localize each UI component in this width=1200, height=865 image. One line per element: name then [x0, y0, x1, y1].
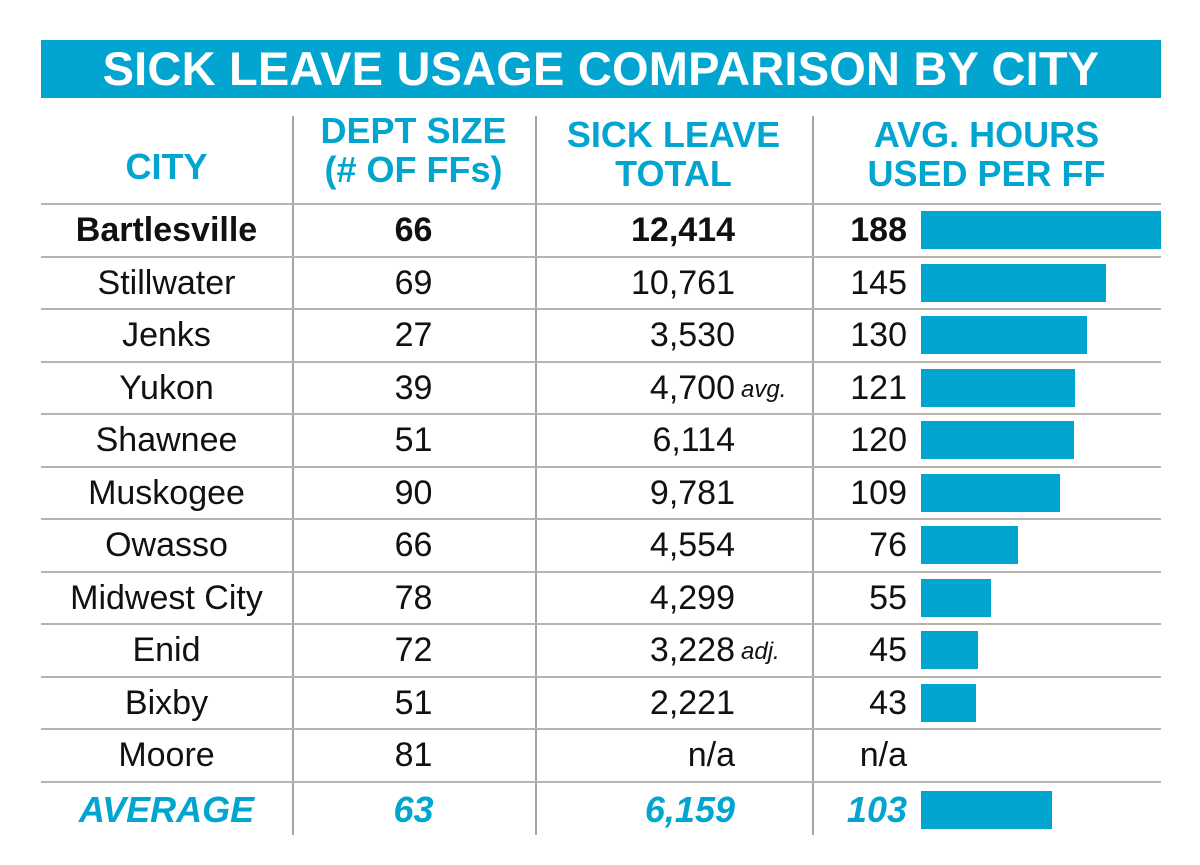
avg-hours-value: n/a [859, 736, 907, 774]
sick-leave-total-value: 2,221 [649, 683, 735, 722]
dept-size-value: 78 [394, 578, 433, 617]
dept-size-value: 39 [394, 368, 433, 407]
sick-leave-total-value: 4,554 [649, 526, 735, 564]
avg-hours-value: 130 [850, 316, 907, 354]
avg-hours-value: 43 [869, 683, 907, 722]
bar-avg-hours [921, 211, 1161, 249]
avg-hours-value: 145 [850, 263, 907, 302]
average-dept-size: 63 [393, 788, 434, 830]
header-dept-size-line2: (# OF FFs) [324, 149, 503, 190]
header-city: CITY [125, 146, 208, 187]
row-divider [41, 780, 1161, 783]
dept-size-value: 27 [394, 316, 433, 354]
row-divider [41, 308, 1161, 310]
avg-hours-value: 188 [850, 211, 907, 249]
bar-avg-hours [921, 316, 1087, 354]
row-divider [41, 623, 1161, 625]
dept-size-value: 72 [394, 631, 433, 669]
bar-avg-hours [921, 421, 1075, 459]
row-divider [41, 570, 1161, 573]
row-divider [41, 728, 1161, 730]
dept-size-value: 69 [394, 263, 433, 302]
avg-hours-value: 76 [869, 526, 907, 564]
bar-avg-hours [921, 578, 992, 617]
column-divider [812, 116, 814, 835]
average-total: 6,159 [644, 788, 735, 830]
row-divider [41, 360, 1161, 363]
row-divider [41, 255, 1161, 258]
sick-leave-total-value: 9,781 [649, 473, 735, 512]
row-divider [41, 413, 1161, 415]
row-divider [41, 518, 1161, 520]
city-name: Owasso [105, 526, 228, 564]
city-name: Shawnee [95, 421, 238, 459]
city-name: Enid [132, 631, 201, 669]
sick-leave-total-value: 3,228 [649, 631, 735, 669]
dept-size-value: 90 [394, 473, 433, 512]
sick-leave-total-value: 4,299 [649, 578, 735, 617]
avg-hours-value: 120 [850, 421, 907, 459]
dept-size-value: 51 [394, 683, 433, 722]
bar-avg-hours [921, 263, 1107, 302]
bar-avg-hours [921, 526, 1019, 564]
column-divider [535, 116, 537, 835]
city-name: Muskogee [88, 473, 245, 512]
city-name: Stillwater [97, 263, 236, 302]
header-hours-line1: AVG. HOURS [873, 114, 1100, 155]
bar-avg-hours [921, 631, 979, 669]
header-dept-size: DEPT SIZE (# OF FFs) [292, 111, 535, 189]
avg-hours-value: 121 [850, 368, 907, 407]
bar-avg-hours [921, 473, 1061, 512]
header-sick-leave-total: SICK LEAVE TOTAL [535, 115, 812, 193]
dept-size-value: 81 [394, 736, 433, 774]
sick-leave-total-value: n/a [687, 736, 735, 774]
row-divider [41, 203, 1161, 205]
header-dept-size-line1: DEPT SIZE [320, 110, 507, 151]
city-name: Jenks [122, 316, 211, 354]
row-divider [41, 465, 1161, 468]
sick-leave-total-value: 3,530 [649, 316, 735, 354]
header-total-line2: TOTAL [615, 153, 732, 194]
average-hours: 103 [846, 788, 907, 830]
city-name: Moore [118, 736, 215, 774]
dept-size-value: 66 [394, 211, 433, 249]
bar-avg-hours [921, 683, 976, 722]
sick-leave-total-value: 10,761 [631, 263, 735, 302]
city-name: Midwest City [70, 578, 263, 617]
header-avg-hours: AVG. HOURS USED PER FF [812, 115, 1161, 193]
header-total-line1: SICK LEAVE [566, 114, 781, 155]
column-divider [292, 116, 294, 835]
city-name: Bixby [124, 683, 209, 722]
sick-leave-total-value: 12,414 [631, 211, 735, 249]
bar-average-hours [921, 790, 1053, 829]
header-hours-line2: USED PER FF [867, 153, 1106, 194]
sick-leave-total-value: 4,700 [649, 368, 735, 407]
dept-size-value: 51 [394, 421, 433, 459]
city-name: Yukon [119, 368, 214, 407]
average-label: AVERAGE [78, 788, 255, 830]
chart-title: SICK LEAVE USAGE COMPARISON BY CITY [41, 40, 1161, 98]
total-note: avg. [741, 375, 787, 403]
city-name: Bartlesville [75, 211, 258, 249]
sick-leave-total-value: 6,114 [652, 421, 735, 459]
total-note: adj. [741, 638, 780, 665]
avg-hours-value: 109 [850, 473, 907, 512]
dept-size-value: 66 [394, 526, 433, 564]
avg-hours-value: 55 [869, 578, 907, 617]
bar-avg-hours [921, 368, 1076, 407]
row-divider [41, 675, 1161, 678]
avg-hours-value: 45 [869, 631, 907, 669]
